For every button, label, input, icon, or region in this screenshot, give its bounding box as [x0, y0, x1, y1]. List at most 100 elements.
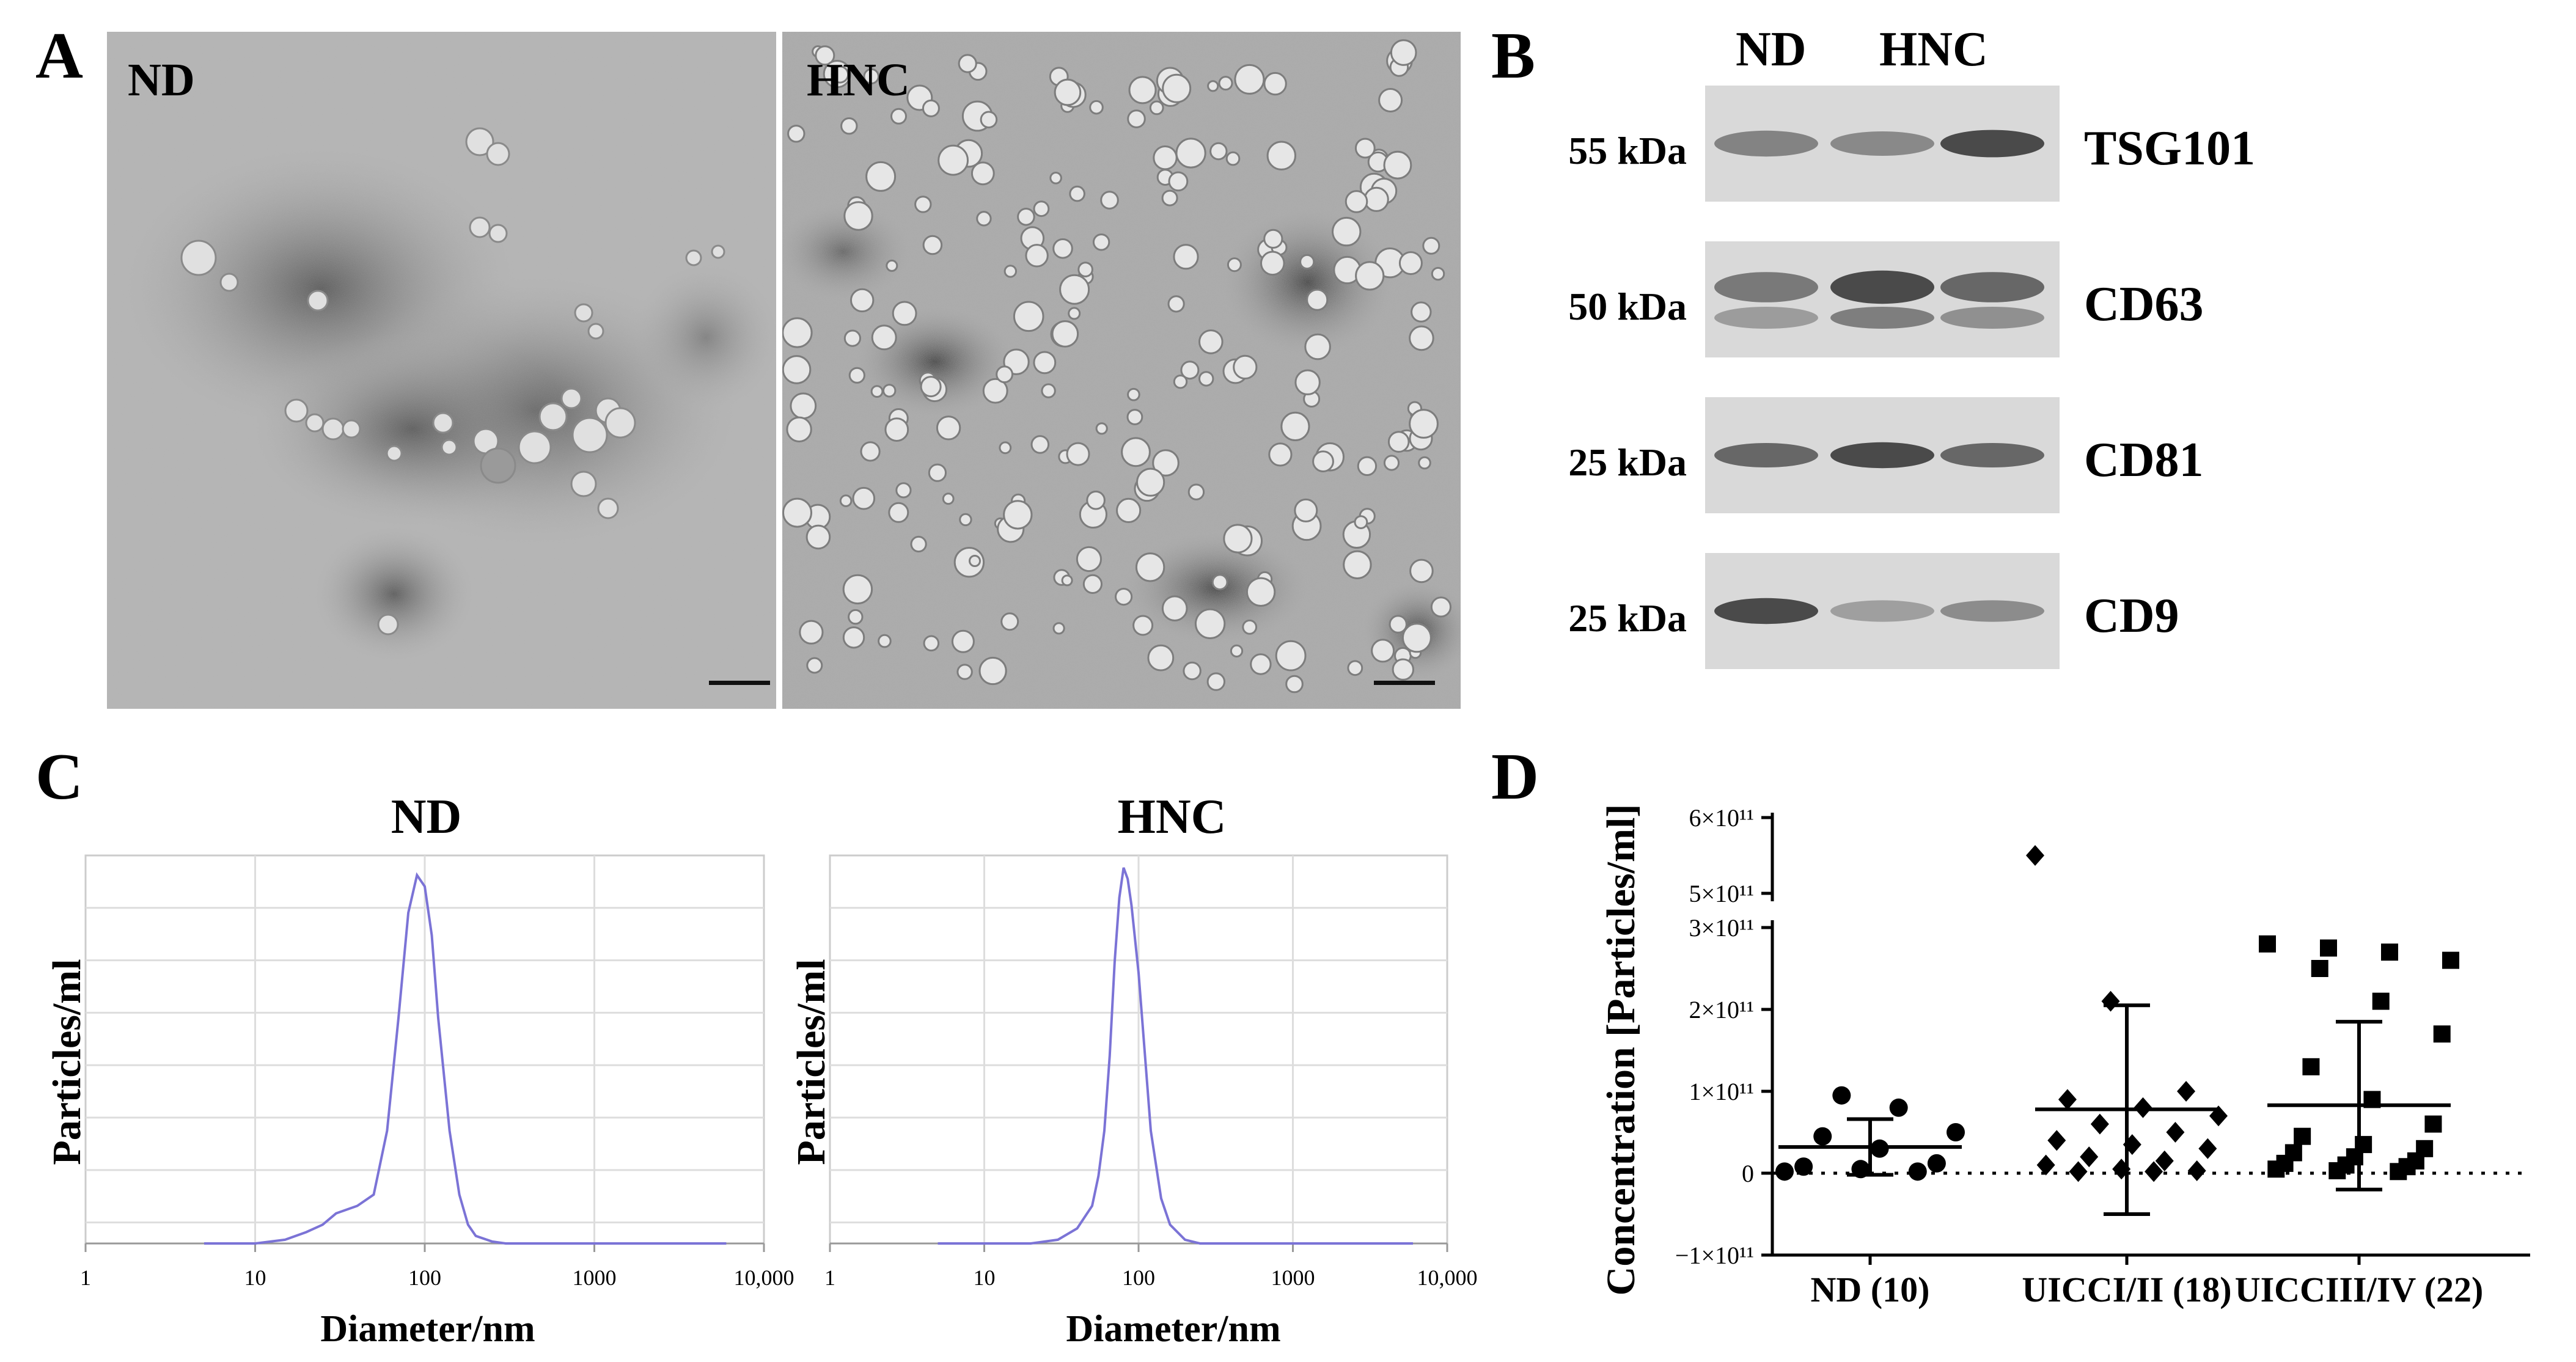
- vesicle: [1260, 251, 1285, 276]
- wb-mw-label: 25 kDa: [1568, 441, 1687, 484]
- vesicle: [1223, 524, 1253, 554]
- data-point-diamond: [2145, 1161, 2163, 1182]
- vesicle: [1206, 672, 1225, 691]
- vesicle: [959, 513, 972, 527]
- vesicle: [848, 367, 865, 384]
- vesicle: [1153, 145, 1178, 170]
- vesicle: [980, 111, 998, 129]
- vesicle: [1128, 76, 1157, 104]
- concentration-scatter-chart: −1×10¹¹ 0 1×10¹¹ 2×10¹¹ 3×10¹¹ 5×10¹¹ 6×10¹¹ ND…: [1675, 804, 2530, 1309]
- vesicle: [1183, 661, 1202, 681]
- em-texture-nd: [107, 32, 776, 709]
- vesicle: [892, 301, 917, 326]
- vesicle: [942, 492, 955, 505]
- vesicle: [1149, 100, 1164, 115]
- data-point-square: [2363, 1091, 2381, 1108]
- wb-band: [1714, 130, 1818, 157]
- vesicle: [1069, 185, 1085, 202]
- data-point-diamond: [2177, 1081, 2196, 1102]
- wb-protein-label: TSG101: [2084, 122, 2256, 175]
- data-point-diamond: [2166, 1122, 2185, 1143]
- y-tick-label: 1×10¹¹: [1689, 1078, 1754, 1105]
- vesicle: [1285, 675, 1304, 694]
- vesicle: [1013, 301, 1044, 332]
- nta-chart-nd: 1 10 100 1000 10,000: [80, 854, 794, 1290]
- vesicle: [1126, 409, 1143, 425]
- x-tick-label: 100: [1122, 1265, 1155, 1290]
- vesicle: [1246, 577, 1276, 607]
- vesicle: [922, 99, 940, 117]
- vesicle: [1147, 644, 1175, 672]
- vesicle: [870, 385, 884, 398]
- vesicle: [1121, 437, 1151, 467]
- vesicle: [1371, 639, 1395, 663]
- wb-band: [1830, 307, 1934, 329]
- data-point-circle: [1927, 1154, 1946, 1173]
- wb-blot-strip: [1705, 553, 2060, 669]
- data-point-diamond: [2198, 1138, 2217, 1159]
- x-tick-label: 10: [244, 1265, 266, 1290]
- vesicle: [1418, 456, 1431, 470]
- wb-band: [1830, 600, 1934, 622]
- data-point-diamond: [2090, 1113, 2109, 1135]
- vesicle: [1250, 653, 1272, 675]
- vesicle: [815, 45, 835, 66]
- vesicle: [1054, 78, 1082, 106]
- vesicle: [843, 329, 862, 347]
- vesicle: [1059, 274, 1090, 305]
- vesicle: [782, 317, 813, 348]
- data-point-diamond: [2080, 1146, 2099, 1168]
- vesicle: [1116, 497, 1142, 524]
- vesicle: [1100, 191, 1119, 210]
- y-tick-label: 6×10¹¹: [1689, 804, 1754, 832]
- chart-title-hnc: HNC: [1117, 790, 1227, 844]
- wb-band: [1714, 272, 1818, 302]
- x-tick-label: 10: [974, 1265, 996, 1290]
- vesicle: [1095, 422, 1108, 435]
- vesicle: [1304, 333, 1331, 361]
- vesicle: [1347, 660, 1363, 676]
- em-image-hnc: HNC: [782, 32, 1461, 709]
- data-point-square: [2381, 943, 2398, 961]
- vesicle: [1077, 262, 1093, 277]
- vesicle: [886, 259, 898, 272]
- data-point-square: [2311, 960, 2328, 977]
- vesicle: [1230, 644, 1244, 658]
- vesicle: [1033, 351, 1057, 375]
- vesicle: [1294, 369, 1321, 395]
- vesicle: [1161, 595, 1188, 622]
- x-category-label: ND (10): [1811, 1270, 1930, 1309]
- wb-blot-strip: [1705, 397, 2060, 513]
- vesicle: [799, 620, 824, 645]
- vesicle: [1017, 208, 1035, 226]
- chart-title-nd: ND: [391, 790, 462, 844]
- wb-lane-nd: ND: [1736, 23, 1807, 76]
- vesicle: [1401, 623, 1432, 653]
- vesicle: [1234, 64, 1265, 95]
- vesicle: [1066, 442, 1090, 466]
- vesicle: [999, 441, 1012, 455]
- wb-band: [1830, 270, 1934, 304]
- vesicle: [895, 482, 912, 499]
- x-tick-label: 1: [80, 1265, 91, 1290]
- vesicle: [1209, 142, 1228, 161]
- vesicle: [1025, 244, 1049, 268]
- vesicle: [956, 664, 973, 680]
- vesicle: [1431, 266, 1445, 281]
- vesicle: [936, 416, 961, 441]
- panel-b-letter: B: [1491, 20, 1536, 92]
- vesicle: [1167, 295, 1185, 313]
- vesicle: [1089, 100, 1104, 115]
- vesicle: [1383, 150, 1412, 180]
- vesicle: [1180, 361, 1200, 380]
- vesicle: [806, 657, 823, 674]
- wb-band: [1714, 307, 1818, 329]
- vesicle: [1345, 190, 1368, 213]
- vesicle: [969, 555, 981, 567]
- vesicle: [978, 656, 1007, 686]
- x-tick-label: 10,000: [734, 1265, 794, 1290]
- y-tick-label: 2×10¹¹: [1689, 996, 1754, 1023]
- vesicle: [1000, 612, 1019, 631]
- size-distribution-line: [204, 872, 727, 1245]
- vesicle: [1004, 265, 1017, 278]
